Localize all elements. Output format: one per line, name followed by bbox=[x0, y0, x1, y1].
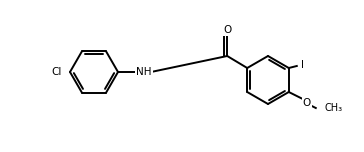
Text: I: I bbox=[301, 60, 304, 70]
Text: O: O bbox=[302, 98, 311, 108]
Text: O: O bbox=[223, 25, 232, 35]
Text: Cl: Cl bbox=[52, 67, 62, 77]
Text: CH₃: CH₃ bbox=[325, 103, 343, 113]
Text: NH: NH bbox=[136, 67, 152, 77]
